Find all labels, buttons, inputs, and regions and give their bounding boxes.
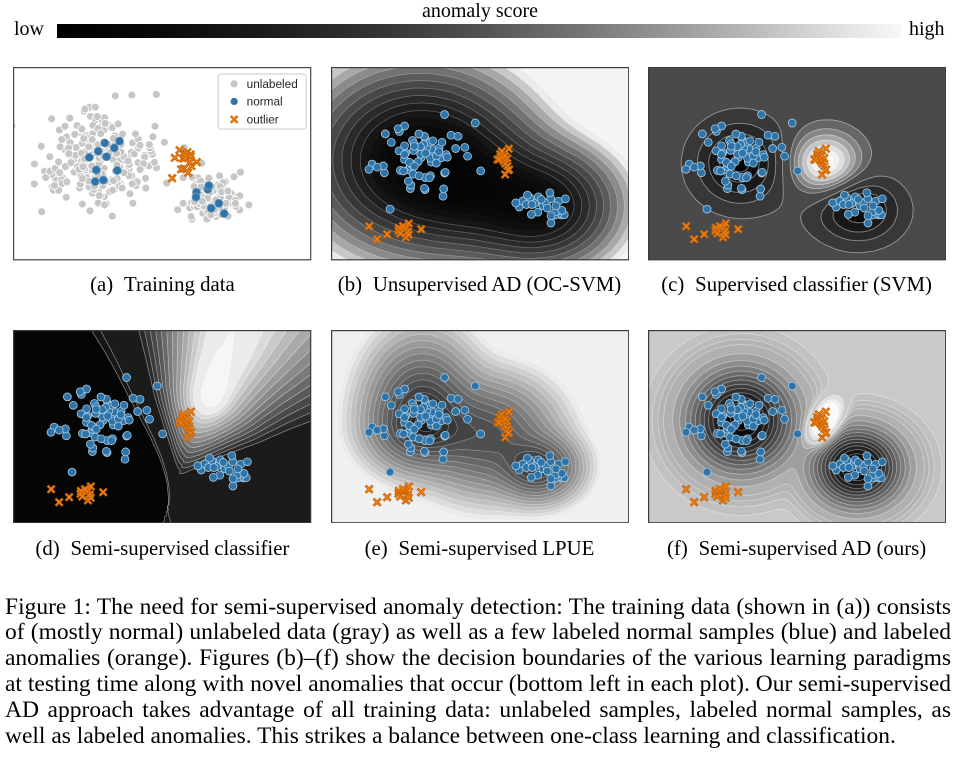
svg-text:outlier: outlier: [247, 114, 279, 127]
svg-text:normal: normal: [247, 96, 283, 109]
svg-text:unlabeled: unlabeled: [247, 78, 298, 91]
